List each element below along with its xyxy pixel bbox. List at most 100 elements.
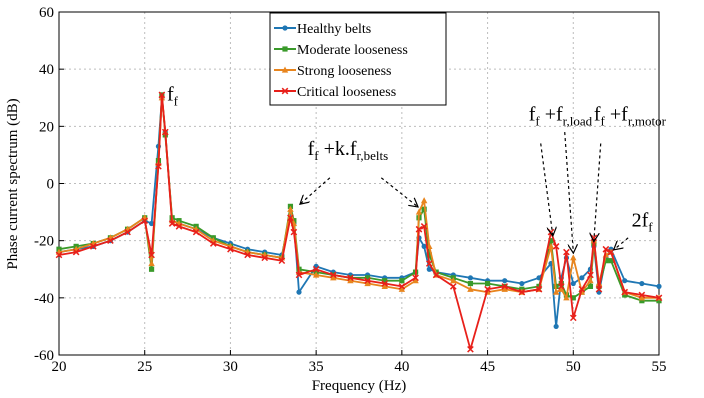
data-point: [570, 295, 576, 301]
data-point: [621, 288, 629, 296]
data-point: [622, 278, 628, 284]
legend-label: Critical looseness: [297, 85, 396, 100]
data-point: [148, 260, 155, 267]
data-point: [552, 243, 560, 250]
annotation-label: ff +fr,load: [529, 104, 593, 129]
data-point: [420, 197, 428, 204]
annotation-arrow: [380, 177, 417, 207]
data-point: [347, 277, 354, 284]
data-point: [329, 271, 337, 279]
data-point: [535, 285, 543, 293]
data-point: [547, 242, 555, 249]
legend-label: Moderate looseness: [297, 43, 408, 58]
data-point: [287, 205, 294, 212]
x-tick-label: 50: [566, 359, 581, 375]
data-point: [364, 277, 371, 285]
data-point: [548, 238, 554, 244]
data-point: [426, 266, 432, 272]
data-point: [578, 285, 586, 293]
annotation-arrow: [301, 177, 331, 204]
data-point: [330, 274, 337, 281]
data-point: [192, 228, 200, 236]
data-point: [420, 223, 428, 230]
data-point: [519, 280, 525, 287]
data-point: [602, 245, 610, 253]
annotation-label: ff: [167, 84, 179, 109]
annotation-arrows: [301, 132, 629, 252]
legend-box: [269, 12, 447, 106]
x-axis-label: Frequency (Hz): [312, 378, 407, 394]
series-3: [55, 91, 663, 353]
data-point: [558, 285, 565, 292]
data-point: [467, 275, 474, 281]
data-point: [168, 220, 176, 227]
data-point: [381, 280, 389, 287]
y-tick-label: -40: [34, 291, 54, 307]
legend-label: Healthy belts: [297, 22, 371, 37]
data-point: [312, 265, 320, 273]
y-axis-label: Phase current spectrum (dB): [5, 98, 21, 269]
data-point: [484, 280, 491, 287]
data-point: [432, 271, 440, 279]
data-point: [570, 280, 576, 287]
data-point: [287, 214, 294, 222]
data-point: [587, 277, 594, 284]
x-tick-label: 40: [394, 359, 409, 375]
data-point: [364, 280, 371, 287]
data-point: [569, 314, 577, 322]
data-point: [295, 271, 303, 279]
data-point: [227, 245, 234, 253]
data-point: [608, 258, 614, 264]
data-point: [639, 298, 645, 304]
data-point: [244, 251, 251, 259]
data-point: [398, 285, 406, 292]
legend-label: Strong looseness: [297, 64, 392, 79]
data-point: [161, 128, 169, 136]
data-point: [595, 285, 603, 293]
annotation-arrow: [564, 132, 574, 252]
legend-marker: [281, 66, 289, 73]
x-tick-label: 35: [309, 359, 324, 375]
legend: Healthy belts Moderate looseness Strong lo…: [269, 12, 447, 106]
x-tick-label: 25: [137, 359, 152, 375]
legend-entry: Moderate looseness: [274, 43, 408, 58]
data-point: [502, 278, 508, 284]
data-point: [501, 285, 508, 292]
annotation-label: 2ff: [632, 209, 654, 234]
legend-marker: [282, 46, 288, 52]
y-tick-label: 0: [47, 177, 55, 193]
data-point: [412, 277, 419, 284]
data-point: [587, 271, 594, 279]
y-tick-label: 60: [39, 5, 54, 21]
data-point: [425, 260, 433, 267]
legend-entry: Critical looseness: [274, 85, 396, 100]
data-point: [467, 345, 474, 353]
data-point: [552, 288, 560, 295]
data-point: [107, 237, 114, 244]
data-point: [399, 278, 405, 284]
data-point: [638, 291, 646, 299]
data-point: [467, 280, 474, 287]
legend-marker: [282, 25, 288, 31]
data-point: [570, 254, 577, 261]
data-point: [449, 283, 457, 290]
annotation-label: ff +fr,motor: [594, 104, 667, 129]
data-point: [158, 91, 166, 99]
y-tick-label: -20: [34, 234, 54, 250]
data-point: [261, 254, 269, 262]
data-point: [426, 252, 432, 258]
data-point: [148, 220, 155, 227]
x-tick-label: 20: [52, 359, 67, 375]
data-point: [563, 294, 570, 301]
series-line: [58, 96, 660, 328]
data-point: [398, 283, 406, 290]
data-point: [579, 275, 585, 281]
axis-ticks: 20 25 30 35 40 45 50 55 -60 -40 -20 0 20 40 60: [34, 5, 667, 375]
data-point: [655, 294, 663, 302]
data-point: [278, 257, 286, 265]
data-point: [501, 283, 509, 290]
data-point: [421, 206, 427, 212]
data-point: [382, 278, 388, 284]
data-point: [55, 251, 63, 259]
